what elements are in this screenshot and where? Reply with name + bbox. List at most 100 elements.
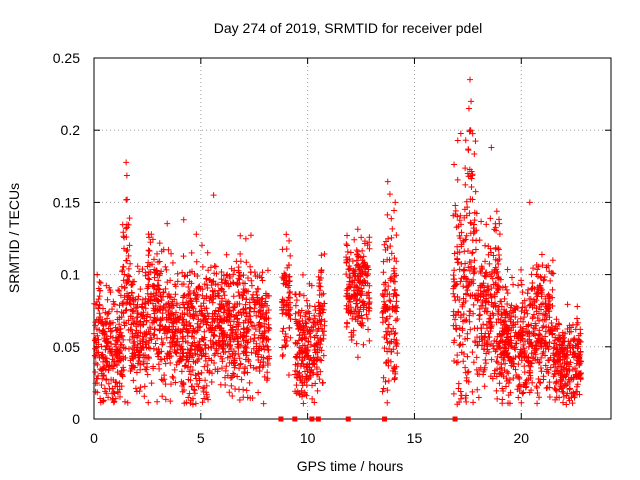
data-point — [280, 351, 287, 358]
data-point — [553, 316, 560, 323]
data-point — [564, 380, 571, 387]
data-point — [188, 346, 195, 353]
data-point — [99, 330, 106, 337]
data-point — [223, 251, 230, 258]
data-point — [351, 277, 358, 284]
data-point — [198, 310, 205, 317]
data-point — [147, 268, 154, 275]
data-point — [490, 252, 497, 259]
data-point — [137, 337, 144, 344]
data-point — [160, 289, 167, 296]
data-point — [179, 383, 186, 390]
data-point — [451, 161, 458, 168]
data-point — [452, 202, 459, 209]
data-point — [354, 290, 361, 297]
data-point — [481, 334, 488, 341]
data-point — [521, 297, 528, 304]
data-point — [506, 339, 513, 346]
data-point — [231, 267, 238, 274]
data-point — [486, 315, 493, 322]
data-point — [362, 271, 369, 278]
data-point — [542, 352, 549, 359]
data-point — [318, 306, 325, 313]
data-point — [137, 366, 144, 373]
data-point — [161, 372, 168, 379]
data-point — [353, 300, 360, 307]
data-point — [203, 275, 210, 282]
data-point — [537, 380, 544, 386]
data-point — [351, 295, 358, 302]
data-point — [135, 293, 142, 300]
data-point — [165, 300, 172, 307]
data-point — [514, 373, 521, 380]
data-point — [534, 389, 541, 396]
data-point — [172, 326, 179, 333]
data-point — [546, 268, 553, 275]
data-point — [256, 319, 263, 326]
data-point — [509, 274, 516, 281]
data-point — [559, 388, 566, 395]
data-point — [250, 345, 257, 352]
data-point — [279, 328, 286, 335]
data-point — [384, 399, 391, 406]
data-point — [120, 367, 127, 374]
data-point — [500, 388, 507, 395]
data-point — [197, 318, 204, 325]
data-point — [198, 369, 205, 376]
data-point — [100, 397, 107, 404]
data-point — [521, 314, 528, 321]
data-point — [343, 287, 350, 294]
data-point — [102, 346, 109, 353]
data-point — [180, 380, 187, 387]
data-point — [193, 231, 200, 238]
data-point — [347, 249, 354, 256]
data-point — [394, 340, 401, 347]
data-point — [221, 337, 228, 344]
data-point — [357, 278, 364, 285]
data-point — [158, 297, 165, 304]
data-point — [286, 311, 293, 318]
data-point — [104, 296, 111, 303]
data-point — [119, 263, 126, 270]
data-point — [575, 372, 582, 379]
data-point — [393, 337, 400, 344]
data-point — [204, 249, 211, 256]
data-point — [501, 295, 508, 302]
data-point — [454, 255, 461, 262]
data-point — [508, 302, 515, 309]
data-point — [125, 277, 132, 284]
data-point — [546, 379, 553, 386]
data-point — [129, 281, 136, 288]
data-point — [246, 379, 253, 386]
data-point — [494, 274, 501, 281]
data-point — [301, 389, 308, 396]
data-point — [203, 382, 210, 389]
data-point — [126, 215, 133, 222]
data-point — [189, 383, 196, 390]
data-point — [226, 274, 233, 281]
data-point — [238, 376, 245, 383]
data-point — [283, 281, 290, 288]
data-point — [384, 387, 391, 394]
data-point — [467, 308, 474, 315]
data-point — [575, 352, 582, 359]
y-axis: 0 0.05 0.1 0.15 0.2 0.25 — [53, 50, 611, 427]
data-point — [504, 266, 511, 273]
data-point — [116, 393, 123, 400]
data-point — [213, 270, 220, 277]
data-point — [258, 345, 265, 352]
data-point — [126, 242, 133, 249]
data-point — [144, 290, 151, 297]
data-point — [560, 393, 567, 400]
data-point — [257, 323, 264, 330]
data-point — [223, 363, 230, 370]
data-point — [190, 334, 197, 341]
data-point — [494, 353, 501, 360]
data-point — [151, 310, 158, 317]
data-point — [165, 300, 172, 307]
data-point — [493, 387, 500, 394]
data-point — [113, 379, 120, 386]
data-point — [517, 315, 524, 322]
data-point — [261, 346, 268, 353]
